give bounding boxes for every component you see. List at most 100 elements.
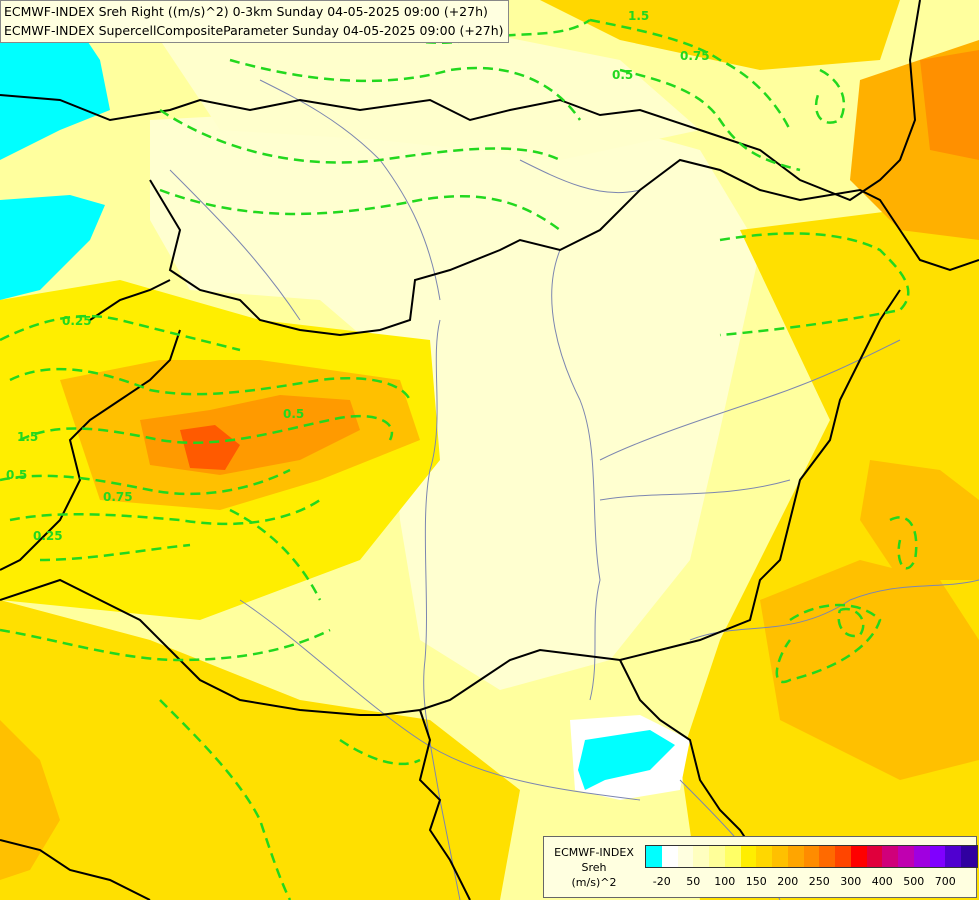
legend-swatch-18 xyxy=(929,846,946,867)
legend-swatch-0 xyxy=(646,846,662,867)
contour-west-6 xyxy=(229,508,322,601)
legend-tick-8: 500 xyxy=(903,875,925,888)
legend-swatch-13 xyxy=(850,846,867,867)
legend-tick-2: 100 xyxy=(714,875,736,888)
legend-swatch-15 xyxy=(882,846,898,867)
contour-label-7: 0.75 xyxy=(103,490,133,504)
contour-label-9: 0.5 xyxy=(283,407,304,421)
legend-unit: (m/s)^2 xyxy=(571,876,617,889)
color-legend: ECMWF-INDEX Sreh (m/s)^2 -20 50 100 150 200 2… xyxy=(543,836,978,898)
river-5 xyxy=(169,169,301,321)
shading-cyan-south xyxy=(578,730,675,790)
legend-model: ECMWF-INDEX xyxy=(554,846,634,859)
legend-swatch-2 xyxy=(677,846,694,867)
contour-labels: 1.5 0.5 0.75 0.25 1.5 0.5 0.75 0.25 0.5 xyxy=(6,9,710,543)
river-10 xyxy=(519,159,641,194)
border-north xyxy=(0,0,921,202)
river-4 xyxy=(599,479,791,501)
contour-ne-2 xyxy=(619,68,801,172)
contour-label-2: 0.5 xyxy=(612,68,633,82)
river-7 xyxy=(689,579,979,641)
map-title-box: ECMWF-INDEX Sreh Right ((m/s)^2) 0-3km S… xyxy=(0,0,509,43)
contour-west-1 xyxy=(0,314,241,352)
shading-orange-east xyxy=(760,560,979,780)
shading-cyan-northwest-2 xyxy=(0,195,105,300)
contour-north-4 xyxy=(159,188,561,232)
shading-orange-southwest xyxy=(0,720,60,880)
border-southwest-2 xyxy=(0,839,151,900)
shading-red-core xyxy=(180,425,240,470)
contour-west-4 xyxy=(0,468,291,496)
legend-name: ECMWF-INDEX Sreh (m/s)^2 xyxy=(548,845,640,890)
legend-swatch-9 xyxy=(787,846,804,867)
legend-swatch-10 xyxy=(803,846,820,867)
contour-ne-4 xyxy=(719,232,910,337)
legend-tick-3: 150 xyxy=(745,875,767,888)
shading-orange-east-mid xyxy=(860,460,979,580)
contour-south-1 xyxy=(0,628,331,662)
border-hungary-east xyxy=(379,289,901,716)
legend-swatch-1 xyxy=(661,846,678,867)
legend-swatch-16 xyxy=(898,846,914,867)
legend-swatch-20 xyxy=(961,846,977,867)
contour-label-5: 1.5 xyxy=(17,430,38,444)
contour-south-2 xyxy=(159,699,292,900)
legend-swatch-19 xyxy=(945,846,961,867)
contour-label-1: 1.5 xyxy=(628,9,649,23)
contour-label-6: 0.5 xyxy=(6,468,27,482)
legend-swatch-6 xyxy=(740,846,757,867)
contour-label-3: 0.75 xyxy=(680,49,710,63)
legend-swatch-4 xyxy=(709,846,725,867)
border-hungary-west xyxy=(0,329,181,571)
contour-west-7 xyxy=(39,543,191,562)
contour-west-2 xyxy=(9,367,412,401)
legend-tick-6: 300 xyxy=(840,875,862,888)
legend-tick-labels: -20 50 100 150 200 250 300 400 500 700 xyxy=(645,875,975,889)
contour-south-3 xyxy=(339,738,421,766)
contour-north-2 xyxy=(229,58,582,121)
title-scp: ECMWF-INDEX SupercellCompositeParameter … xyxy=(4,23,504,38)
scp-contours xyxy=(0,18,918,900)
contour-east-3 xyxy=(837,607,865,638)
border-hungary-north xyxy=(149,158,979,337)
contour-ne-1 xyxy=(589,18,792,131)
contour-north-1 xyxy=(159,108,561,164)
border-south xyxy=(418,709,471,900)
legend-tick-4: 200 xyxy=(777,875,799,888)
contour-west-5 xyxy=(9,498,321,526)
shading-light-top xyxy=(160,20,700,160)
border-austria xyxy=(89,279,171,321)
legend-swatch-3 xyxy=(693,846,709,867)
contour-ne-3 xyxy=(814,68,846,124)
border-south-west xyxy=(0,578,380,716)
contour-west-3 xyxy=(19,414,394,444)
river-1 xyxy=(423,319,461,900)
shading-very-light-center xyxy=(150,100,760,690)
legend-tick-5: 250 xyxy=(808,875,830,888)
shading-dark-orange-northeast xyxy=(920,50,979,160)
contour-east-1 xyxy=(889,516,918,570)
legend-tick-9: 700 xyxy=(934,875,956,888)
legend-swatch-14 xyxy=(866,846,883,867)
legend-tick-1: 50 xyxy=(686,875,701,888)
contour-label-4: 0.25 xyxy=(62,314,92,328)
contour-east-2 xyxy=(775,603,882,684)
legend-swatch-5 xyxy=(724,846,741,867)
contour-label-8: 0.25 xyxy=(33,529,63,543)
river-6 xyxy=(239,599,641,801)
legend-swatch-8 xyxy=(772,846,788,867)
legend-tick-7: 400 xyxy=(871,875,893,888)
border-romania-serbia xyxy=(619,659,761,861)
legend-tick-0: -20 xyxy=(652,875,671,888)
legend-color-bar xyxy=(645,845,978,868)
legend-swatch-7 xyxy=(756,846,772,867)
title-sreh: ECMWF-INDEX Sreh Right ((m/s)^2) 0-3km S… xyxy=(4,4,488,19)
legend-variable: Sreh xyxy=(581,861,607,874)
river-2 xyxy=(551,249,601,701)
legend-swatch-17 xyxy=(913,846,930,867)
legend-swatch-11 xyxy=(819,846,835,867)
legend-swatch-12 xyxy=(835,846,851,867)
